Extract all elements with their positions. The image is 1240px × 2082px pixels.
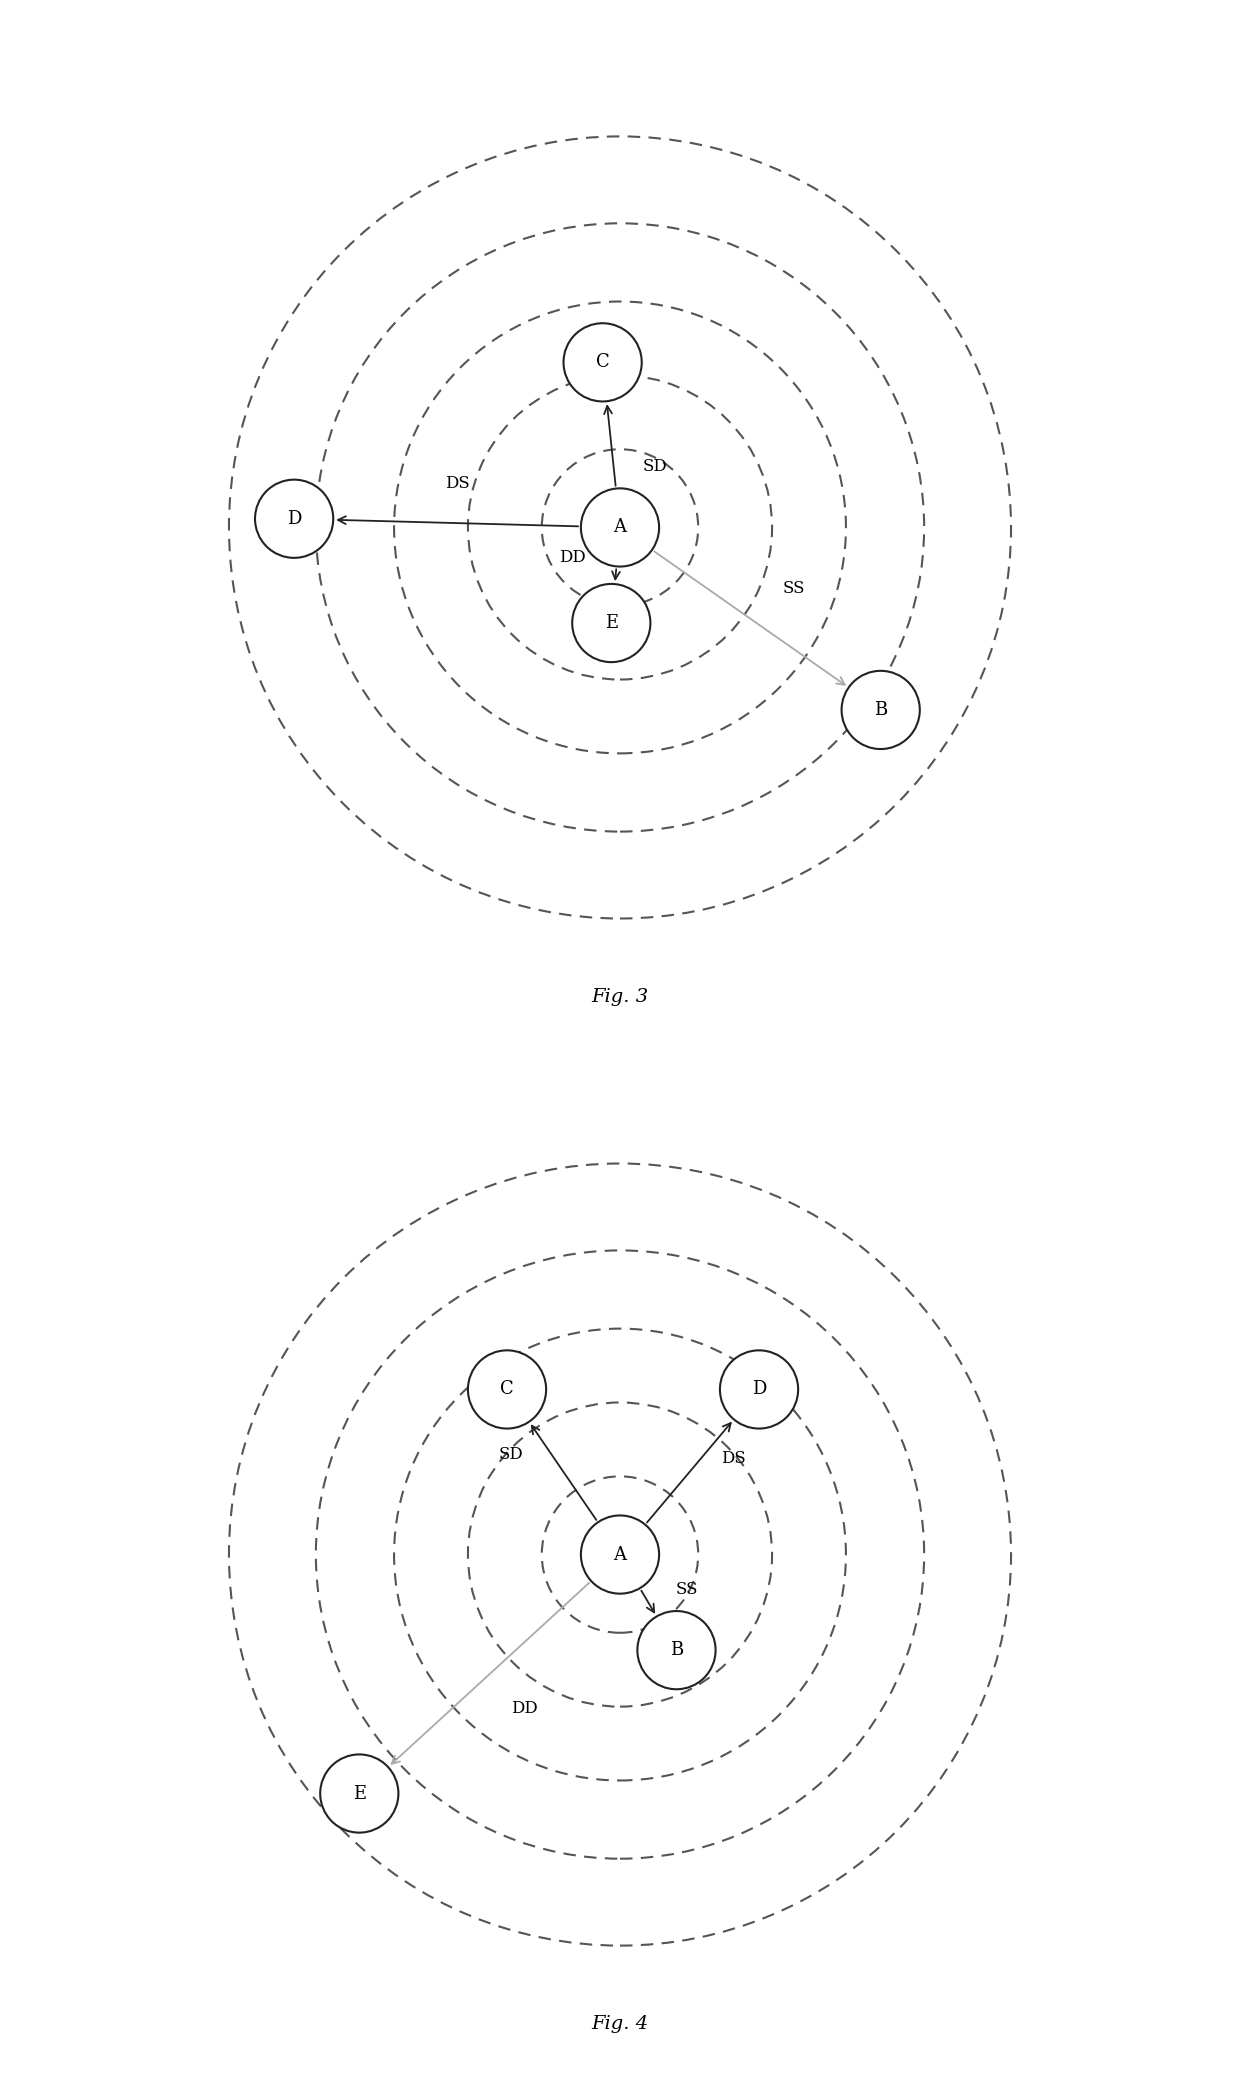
Text: DS: DS: [445, 475, 470, 493]
Text: C: C: [595, 354, 610, 371]
Text: A: A: [614, 1545, 626, 1564]
Circle shape: [580, 489, 660, 566]
Text: SS: SS: [782, 579, 805, 598]
Circle shape: [720, 1351, 799, 1428]
Text: E: E: [605, 614, 618, 633]
Text: DS: DS: [720, 1451, 745, 1468]
Text: SD: SD: [498, 1447, 523, 1464]
Circle shape: [467, 1351, 546, 1428]
Circle shape: [572, 583, 651, 662]
Text: SS: SS: [676, 1580, 698, 1597]
Circle shape: [580, 1516, 660, 1593]
Text: D: D: [286, 510, 301, 527]
Circle shape: [255, 479, 334, 558]
Text: SD: SD: [642, 458, 667, 475]
Text: D: D: [751, 1380, 766, 1399]
Text: Fig. 4: Fig. 4: [591, 2015, 649, 2032]
Circle shape: [637, 1611, 715, 1689]
Circle shape: [320, 1755, 398, 1832]
Circle shape: [563, 323, 642, 402]
Text: B: B: [874, 702, 888, 718]
Circle shape: [842, 670, 920, 750]
Text: A: A: [614, 518, 626, 537]
Text: Fig. 3: Fig. 3: [591, 987, 649, 1006]
Text: DD: DD: [511, 1701, 538, 1718]
Text: E: E: [352, 1784, 366, 1803]
Text: C: C: [500, 1380, 513, 1399]
Text: DD: DD: [559, 550, 585, 566]
Text: B: B: [670, 1641, 683, 1659]
